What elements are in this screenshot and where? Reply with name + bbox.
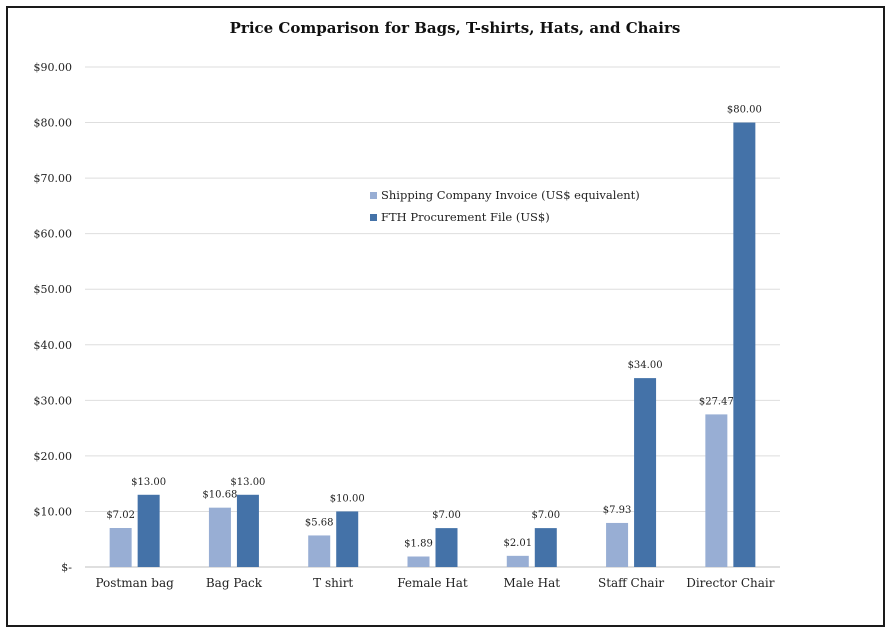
data-label: $5.68 — [305, 517, 334, 528]
bar-series-2 — [534, 528, 557, 567]
data-label: $13.00 — [131, 477, 166, 488]
legend-label: Shipping Company Invoice (US$ equivalent… — [381, 188, 640, 202]
data-label: $7.93 — [603, 505, 632, 516]
data-label: $80.00 — [727, 105, 762, 116]
x-tick-label: Female Hat — [397, 576, 468, 590]
data-label: $10.00 — [330, 493, 365, 504]
bar-series-1 — [705, 414, 728, 567]
y-tick-label: $60.00 — [34, 228, 73, 241]
y-axis: $- $10.00 $20.00 $30.00 $40.00 $50.00 $60.00 $7… — [34, 61, 73, 574]
y-tick-label: $30.00 — [34, 394, 73, 407]
bar-series-2 — [137, 494, 160, 567]
bar-series-2 — [634, 378, 657, 567]
data-label: $27.47 — [699, 396, 734, 407]
legend: Shipping Company Invoice (US$ equivalent… — [370, 188, 640, 224]
data-label: $10.68 — [202, 490, 237, 501]
x-tick-label: Male Hat — [503, 576, 560, 590]
y-tick-label: $90.00 — [34, 61, 73, 74]
data-label: $2.01 — [503, 538, 532, 549]
y-tick-label: $10.00 — [34, 505, 73, 518]
gridlines — [85, 66, 780, 568]
data-label: $7.00 — [432, 510, 461, 521]
bar-series-2 — [236, 494, 259, 567]
chart-title: Price Comparison for Bags, T-shirts, Hat… — [230, 19, 681, 37]
bar-series-2 — [733, 122, 756, 568]
x-tick-label: Postman bag — [95, 576, 174, 590]
x-tick-label: Bag Pack — [206, 576, 263, 590]
x-tick-label: T shirt — [313, 576, 353, 590]
y-tick-label: $20.00 — [34, 450, 73, 463]
bar-series-1 — [308, 535, 331, 567]
legend-label: FTH Procurement File (US$) — [381, 210, 550, 224]
bar-series-2 — [336, 511, 359, 567]
bar-series-1 — [208, 507, 231, 567]
y-tick-label: $80.00 — [34, 117, 73, 130]
bars: $7.02 $13.00 $10.68 $13.00 $5.68 $10.00 $1.89 $… — [106, 105, 762, 568]
data-label: $7.00 — [531, 510, 560, 521]
x-tick-label: Director Chair — [686, 576, 775, 590]
y-tick-label: $50.00 — [34, 283, 73, 296]
bar-series-1 — [606, 522, 629, 567]
bar-series-1 — [506, 555, 529, 567]
legend-swatch — [370, 192, 377, 199]
x-tick-label: Staff Chair — [598, 576, 664, 590]
data-label: $34.00 — [628, 360, 663, 371]
legend-swatch — [370, 214, 377, 221]
y-tick-label: $70.00 — [34, 172, 73, 185]
data-label: $7.02 — [106, 510, 135, 521]
y-tick-label: $- — [61, 561, 72, 574]
bar-series-1 — [407, 556, 430, 567]
y-tick-label: $40.00 — [34, 339, 73, 352]
bar-series-1 — [109, 528, 132, 567]
x-axis: Postman bag Bag Pack T shirt Female Hat Male… — [95, 576, 774, 590]
bar-series-2 — [435, 528, 458, 567]
data-label: $1.89 — [404, 539, 433, 550]
data-label: $13.00 — [230, 477, 265, 488]
